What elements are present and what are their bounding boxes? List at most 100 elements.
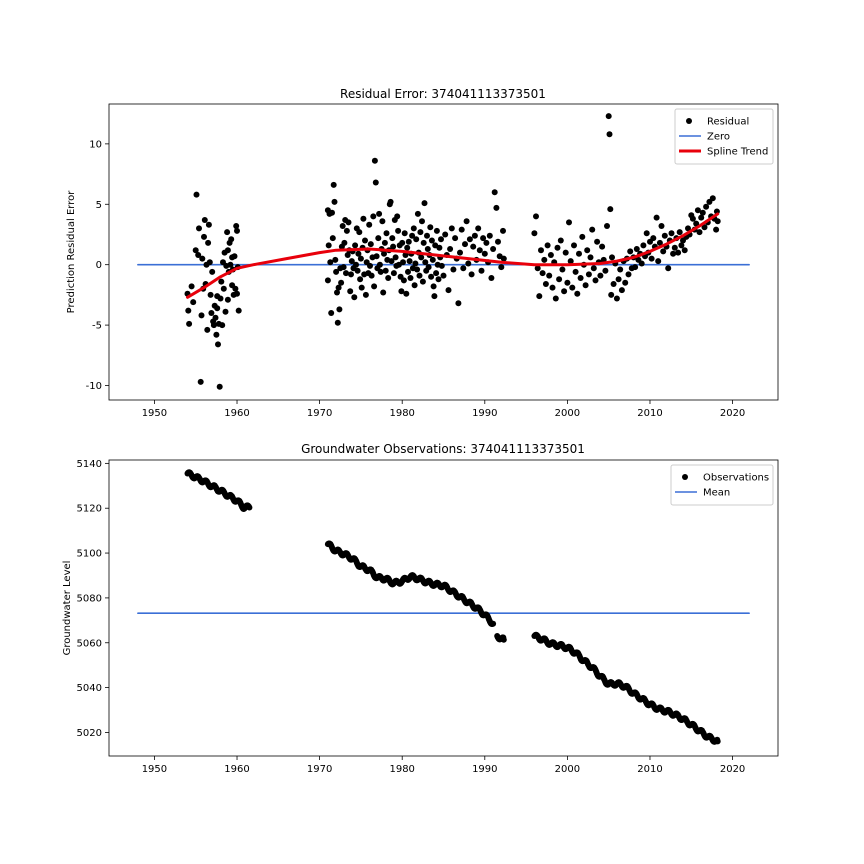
residual-point-314 bbox=[653, 214, 660, 221]
residual-point-132 bbox=[383, 230, 390, 237]
residual-point-145 bbox=[394, 213, 401, 220]
residual-point-278 bbox=[597, 272, 604, 279]
residual-x-tick-label-1960: 1960 bbox=[224, 408, 249, 419]
residual-point-255 bbox=[559, 266, 566, 273]
residual-point-327 bbox=[675, 249, 682, 256]
groundwater-y-tick-label-5100: 5100 bbox=[77, 549, 102, 560]
residual-point-5 bbox=[192, 247, 199, 254]
residual-point-241 bbox=[536, 293, 543, 300]
residual-point-112 bbox=[367, 262, 373, 269]
residual-point-46 bbox=[228, 236, 235, 243]
residual-point-11 bbox=[199, 255, 206, 262]
residual-point-153 bbox=[400, 277, 407, 284]
residual-point-106 bbox=[362, 237, 368, 244]
groundwater-observation-441 bbox=[490, 620, 497, 627]
groundwater-x-tick-label-1990: 1990 bbox=[472, 764, 497, 775]
residual-point-235 bbox=[498, 264, 505, 271]
residual-point-140 bbox=[390, 243, 397, 250]
residual-point-177 bbox=[420, 239, 427, 246]
residual-point-190 bbox=[431, 293, 438, 300]
residual-point-193 bbox=[433, 227, 440, 234]
residual-point-129 bbox=[381, 250, 387, 257]
residual-point-318 bbox=[660, 248, 667, 255]
residual-point-254 bbox=[557, 237, 564, 244]
residual-point-269 bbox=[582, 282, 589, 289]
residual-point-138 bbox=[388, 258, 395, 265]
residual-point-127 bbox=[379, 218, 386, 225]
residual-point-206 bbox=[450, 266, 457, 273]
residual-point-66 bbox=[329, 209, 335, 216]
residual-point-17 bbox=[204, 326, 211, 333]
residual-point-228 bbox=[486, 232, 493, 239]
residual-error-panel: Residual Error: 374041113373501 Predicti… bbox=[66, 87, 779, 419]
residual-point-185 bbox=[427, 224, 434, 231]
residual-point-86 bbox=[345, 219, 352, 226]
residual-point-34 bbox=[218, 278, 225, 285]
residual-point-134 bbox=[385, 275, 392, 281]
residual-point-297 bbox=[625, 271, 632, 278]
residual-point-74 bbox=[335, 284, 342, 291]
residual-point-52 bbox=[233, 223, 240, 229]
residual-point-239 bbox=[533, 213, 539, 220]
groundwater-y-tick-label-5040: 5040 bbox=[77, 683, 102, 694]
residual-point-125 bbox=[377, 268, 384, 275]
residual-point-157 bbox=[404, 244, 411, 251]
residual-point-166 bbox=[411, 282, 418, 289]
residual-point-81 bbox=[341, 239, 348, 246]
residual-point-195 bbox=[435, 276, 442, 283]
residual-point-70 bbox=[332, 256, 339, 263]
residual-y-tick-label-0: 0 bbox=[96, 260, 102, 271]
residual-point-352 bbox=[714, 218, 721, 225]
residual-point-189 bbox=[430, 283, 437, 290]
residual-point-69 bbox=[331, 198, 338, 205]
residual-point-343 bbox=[701, 224, 708, 231]
residual-point-97 bbox=[354, 267, 361, 274]
residual-point-348 bbox=[709, 195, 716, 202]
residual-point-75 bbox=[336, 306, 343, 313]
residual-point-20 bbox=[206, 259, 213, 266]
residual-point-237 bbox=[500, 255, 507, 262]
residual-series-group bbox=[137, 113, 750, 390]
groundwater-observation-811 bbox=[714, 738, 721, 745]
residual-point-340 bbox=[696, 229, 703, 236]
residual-x-tick-label-2000: 2000 bbox=[555, 408, 580, 419]
groundwater-plot-area bbox=[137, 469, 750, 745]
residual-legend-label-zero: Zero bbox=[707, 132, 730, 143]
residual-point-181 bbox=[424, 232, 430, 239]
residual-point-203 bbox=[445, 287, 452, 294]
residual-y-tick-label-10: 10 bbox=[89, 139, 102, 150]
residual-point-146 bbox=[395, 227, 402, 234]
residual-point-222 bbox=[476, 247, 483, 254]
residual-point-18 bbox=[205, 239, 212, 246]
residual-point-35 bbox=[219, 322, 226, 329]
residual-point-290 bbox=[613, 295, 620, 302]
residual-point-260 bbox=[567, 258, 574, 265]
residual-point-333 bbox=[685, 225, 691, 232]
residual-point-312 bbox=[650, 235, 657, 242]
residual-point-292 bbox=[617, 266, 624, 273]
residual-point-331 bbox=[681, 247, 688, 254]
residual-point-244 bbox=[541, 256, 548, 263]
residual-point-198 bbox=[438, 236, 444, 243]
residual-point-245 bbox=[542, 281, 549, 287]
residual-point-204 bbox=[447, 246, 454, 252]
residual-point-154 bbox=[401, 230, 408, 237]
residual-point-205 bbox=[448, 225, 455, 232]
groundwater-legend-label-mean: Mean bbox=[703, 488, 730, 499]
residual-point-207 bbox=[452, 235, 459, 242]
residual-point-58 bbox=[224, 247, 231, 254]
residual-point-13 bbox=[201, 233, 207, 240]
residual-point-155 bbox=[402, 252, 409, 258]
residual-point-53 bbox=[234, 227, 240, 234]
residual-point-60 bbox=[324, 277, 331, 284]
residual-point-104 bbox=[360, 215, 367, 222]
residual-point-295 bbox=[622, 279, 629, 286]
groundwater-y-tick-label-5140: 5140 bbox=[77, 459, 102, 470]
residual-point-321 bbox=[665, 265, 672, 272]
residual-y-tick-label--5: -5 bbox=[92, 321, 102, 332]
residual-point-262 bbox=[571, 242, 577, 249]
residual-point-240 bbox=[534, 265, 541, 272]
residual-point-270 bbox=[584, 247, 591, 254]
residual-point-175 bbox=[419, 218, 425, 225]
